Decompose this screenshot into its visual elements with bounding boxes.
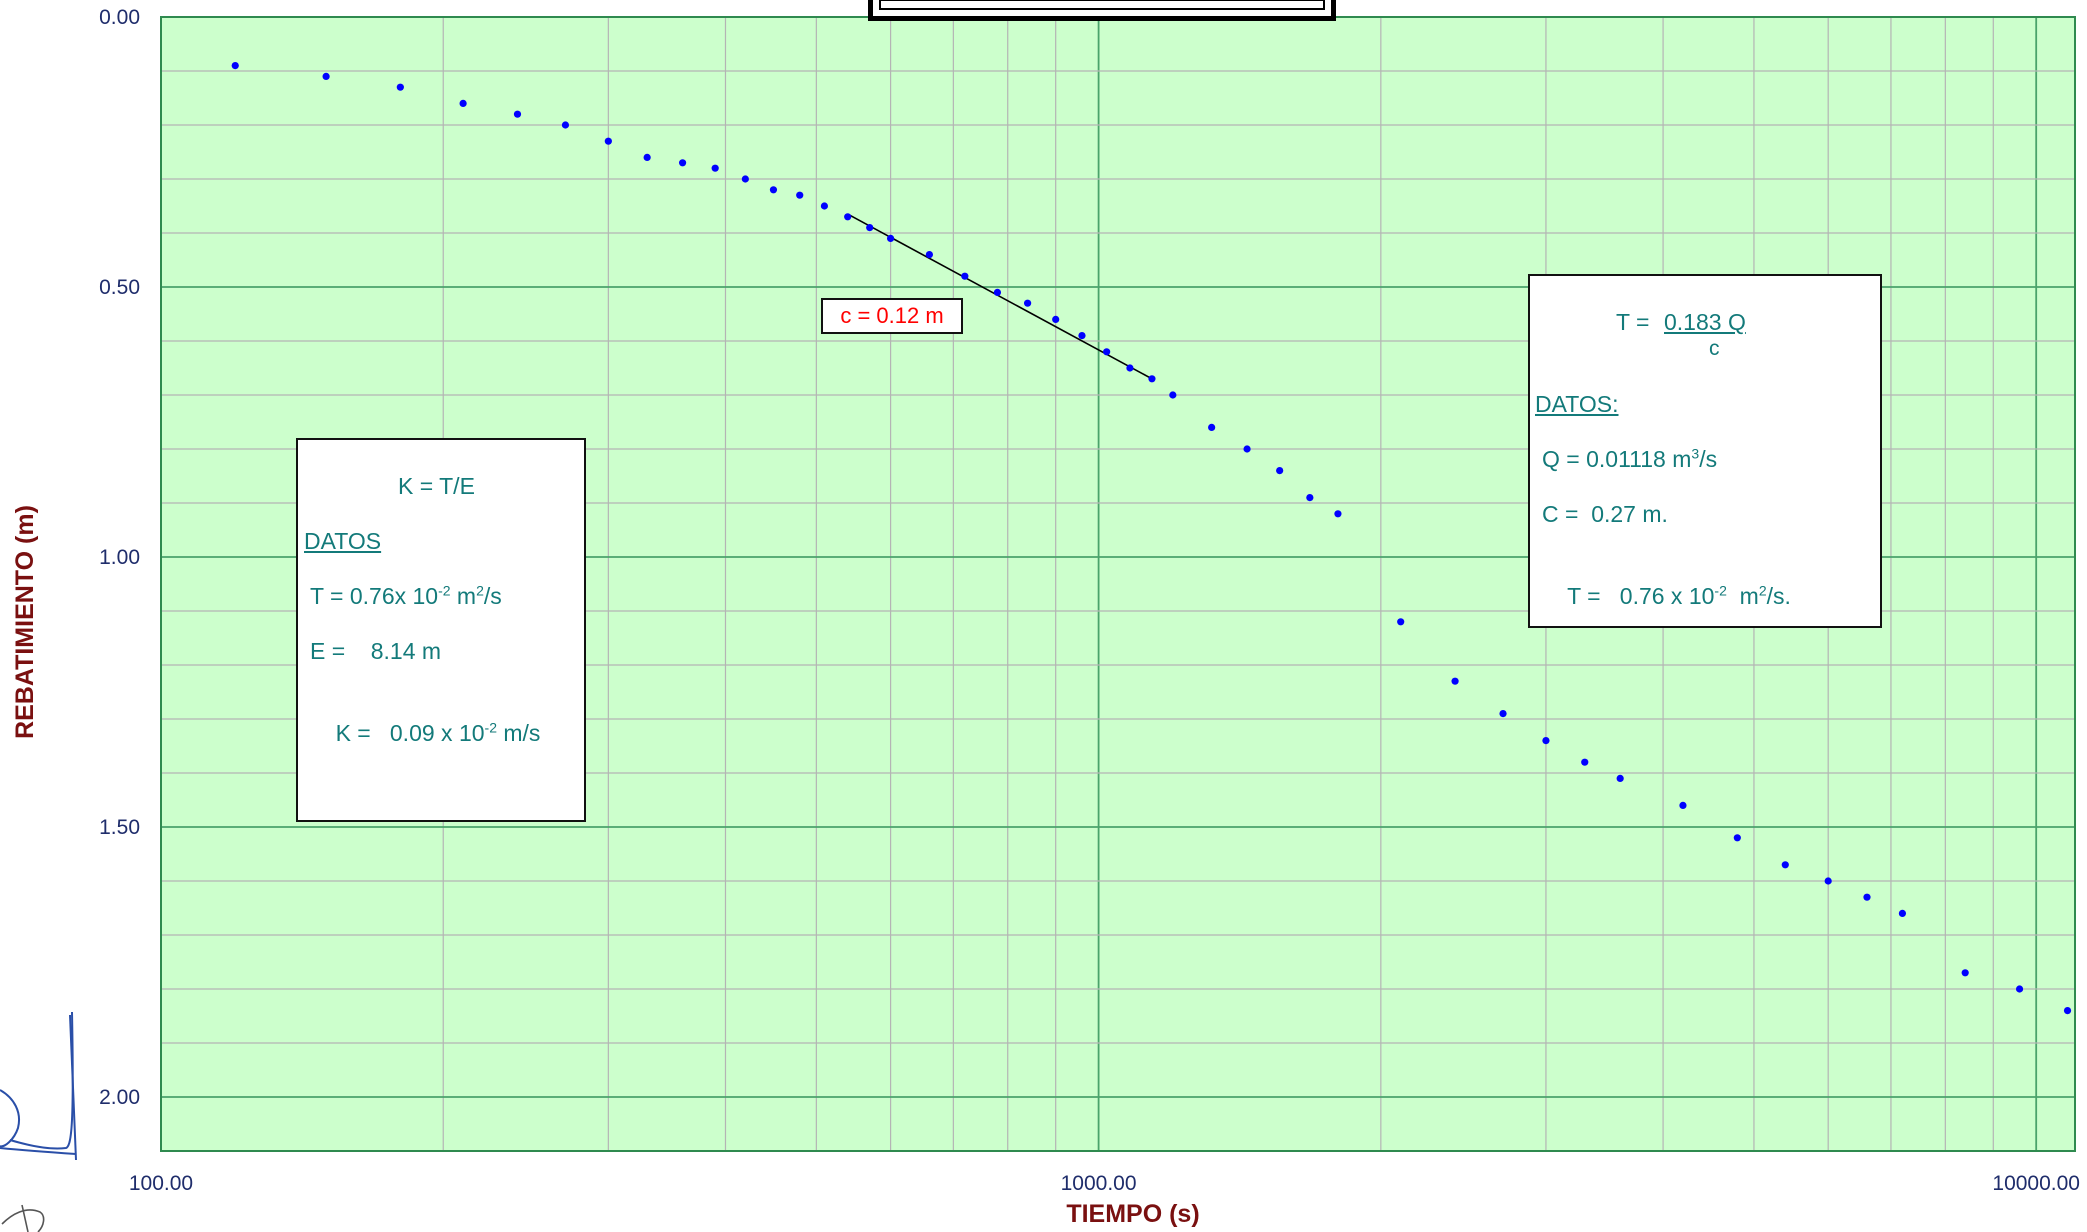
data-point (604, 137, 612, 145)
y-axis-title: REBATIMIENTO (m) (11, 505, 39, 739)
data-point (1052, 315, 1060, 323)
data-point (678, 159, 687, 167)
title-frame (868, 0, 1336, 21)
data-point (769, 186, 778, 194)
right-info-box: T = 0.183 Q c DATOS: Q = 0.01118 m3/s C … (1528, 274, 1882, 628)
data-point (561, 121, 570, 129)
data-point (844, 213, 852, 221)
data-point (820, 202, 829, 210)
data-point (1898, 909, 1907, 918)
data-point (1334, 510, 1342, 518)
fit-line (847, 213, 1153, 380)
data-point (925, 251, 934, 259)
left-t-value: T = 0.76x 10-2 m2/s (310, 582, 502, 609)
y-tick-label: 1.50 (99, 816, 140, 839)
data-point (1781, 861, 1789, 869)
t-formula-label: T = (1616, 309, 1650, 335)
y-tick-label: 2.00 (99, 1086, 140, 1109)
data-point (1208, 423, 1216, 431)
data-point (1733, 834, 1741, 842)
x-axis-title: TIEMPO (s) (1066, 1200, 1199, 1228)
data-point (231, 62, 239, 70)
data-point (1499, 710, 1507, 718)
data-point (961, 272, 969, 280)
data-point (886, 234, 895, 242)
left-datos-label: DATOS (304, 528, 382, 554)
right-t-value: T = 0.76 x 10-2 m2/s. (1567, 582, 1791, 609)
y-tick-label: 1.00 (99, 546, 140, 569)
data-point (1581, 758, 1589, 766)
data-point (2015, 985, 2024, 993)
data-point (1451, 677, 1459, 685)
signature-mark (0, 1011, 77, 1161)
x-tick-label: 100.00 (129, 1172, 193, 1195)
data-point (1616, 774, 1624, 783)
data-point (1276, 467, 1284, 475)
t-formula-denominator: c (1709, 337, 1720, 360)
x-tick-labels: 100.00 1000.00 10000.00 (129, 1172, 2080, 1195)
data-point (1397, 618, 1405, 626)
data-point (513, 110, 522, 118)
data-point (993, 288, 1002, 296)
data-point (796, 191, 804, 199)
x-tick-label: 10000.00 (1992, 1172, 2080, 1195)
data-point (322, 72, 330, 80)
data-point (1306, 494, 1314, 502)
data-point (1824, 877, 1832, 885)
data-point (1961, 969, 1969, 977)
data-point (741, 175, 749, 183)
signature-mark-2 (1, 1204, 45, 1232)
data-point (1863, 893, 1871, 901)
right-datos-label: DATOS: (1535, 391, 1619, 417)
data-points (231, 62, 2072, 1015)
data-point (1103, 348, 1111, 356)
data-point (1126, 364, 1134, 372)
c-value-label: c = 0.12 m (821, 298, 963, 334)
t-formula-numerator: 0.183 Q (1664, 309, 1746, 335)
left-e-value: E = 8.14 m (310, 638, 442, 664)
x-tick-label: 1000.00 (1061, 1172, 1137, 1195)
y-tick-label: 0.00 (99, 6, 140, 29)
data-point (1679, 801, 1687, 810)
y-tick-label: 0.50 (99, 276, 140, 299)
data-point (1023, 299, 1032, 307)
y-tick-labels: 0.00 0.50 1.00 1.50 2.00 (99, 6, 140, 1109)
c-value: C = 0.27 m. (1542, 501, 1668, 527)
data-point (396, 83, 404, 91)
data-point (1078, 332, 1086, 340)
q-value: Q = 0.01118 m3/s (1542, 445, 1718, 472)
data-point (866, 224, 874, 232)
data-point (1243, 445, 1251, 453)
data-point (2063, 1007, 2072, 1015)
data-point (459, 99, 467, 107)
data-point (1542, 737, 1550, 745)
k-formula: K = T/E (398, 473, 475, 499)
left-info-box: K = T/E DATOS T = 0.76x 10-2 m2/s E = 8.… (296, 438, 586, 822)
data-point (1148, 375, 1156, 383)
data-point (643, 153, 651, 161)
data-point (711, 164, 719, 172)
data-point (1169, 391, 1177, 399)
left-k-value: K = 0.09 x 10-2 m/s (335, 719, 541, 746)
